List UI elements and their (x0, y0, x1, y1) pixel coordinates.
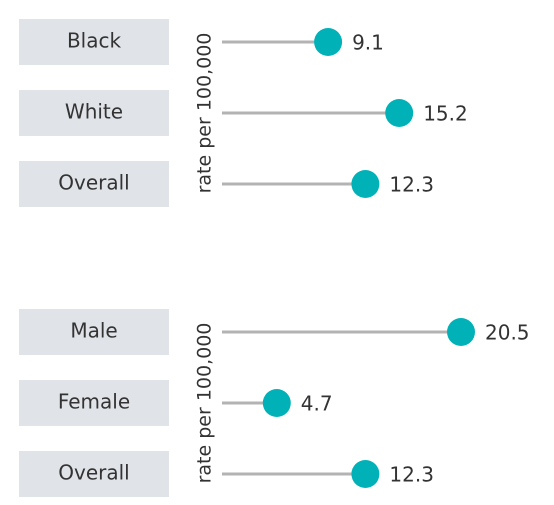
category-label: Male (70, 319, 117, 343)
dot (314, 28, 343, 56)
category-label: White (65, 100, 123, 124)
category-label: Overall (58, 171, 129, 195)
dot (262, 389, 291, 417)
value-label: 12.3 (389, 463, 434, 487)
category-label: Overall (58, 461, 129, 485)
dot (385, 99, 414, 127)
y-axis-label: rate per 100,000 (194, 33, 216, 194)
dot (351, 460, 380, 488)
value-label: 9.1 (352, 31, 384, 55)
category-box (19, 19, 169, 65)
dot (447, 318, 475, 346)
category-label: Black (67, 29, 122, 53)
category-box (19, 380, 169, 426)
value-label: 20.5 (485, 321, 530, 345)
value-label: 4.7 (301, 392, 333, 416)
category-label: Female (58, 390, 130, 414)
category-box (19, 90, 169, 136)
category-box (19, 161, 169, 207)
y-axis-label: rate per 100,000 (194, 323, 216, 484)
value-label: 12.3 (389, 173, 434, 197)
category-box (19, 451, 169, 497)
category-box (19, 309, 169, 355)
dot (351, 170, 380, 198)
value-label: 15.2 (423, 102, 468, 126)
